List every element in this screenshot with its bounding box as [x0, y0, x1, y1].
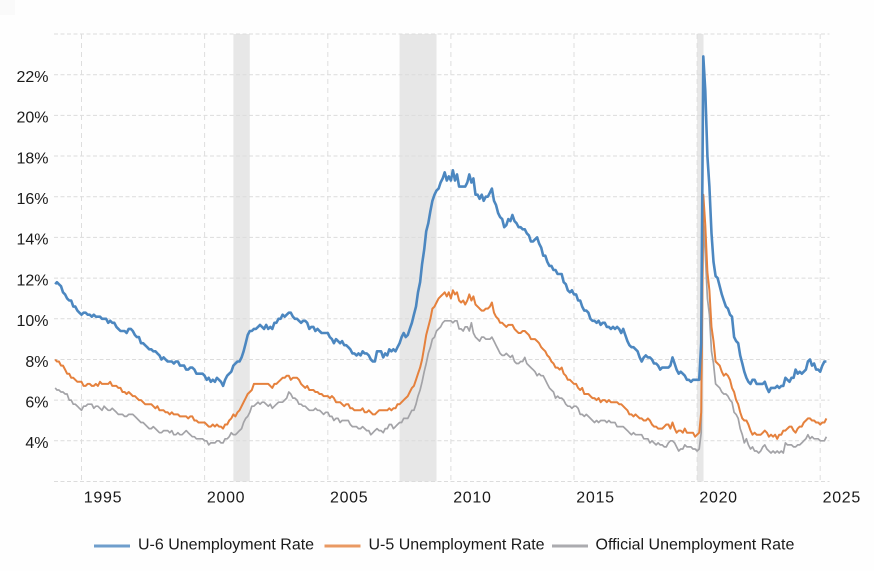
svg-text:2020: 2020	[699, 490, 737, 507]
svg-text:18%: 18%	[16, 150, 48, 167]
svg-text:2025: 2025	[823, 490, 861, 507]
svg-text:22%: 22%	[16, 69, 48, 86]
svg-text:2005: 2005	[330, 490, 368, 507]
svg-text:U-5 Unemployment Rate: U-5 Unemployment Rate	[369, 537, 545, 554]
svg-text:10%: 10%	[16, 313, 48, 330]
svg-text:2000: 2000	[207, 490, 245, 507]
svg-text:20%: 20%	[16, 110, 48, 127]
svg-text:4%: 4%	[25, 435, 48, 452]
svg-text:Official Unemployment Rate: Official Unemployment Rate	[596, 537, 795, 554]
svg-text:8%: 8%	[25, 354, 48, 371]
svg-text:2010: 2010	[453, 490, 491, 507]
svg-text:14%: 14%	[16, 232, 48, 249]
svg-text:U-6 Unemployment Rate: U-6 Unemployment Rate	[138, 537, 314, 554]
svg-text:16%: 16%	[16, 191, 48, 208]
svg-text:1995: 1995	[84, 490, 122, 507]
svg-text:12%: 12%	[16, 272, 48, 289]
svg-text:6%: 6%	[25, 394, 48, 411]
svg-text:2015: 2015	[576, 490, 614, 507]
